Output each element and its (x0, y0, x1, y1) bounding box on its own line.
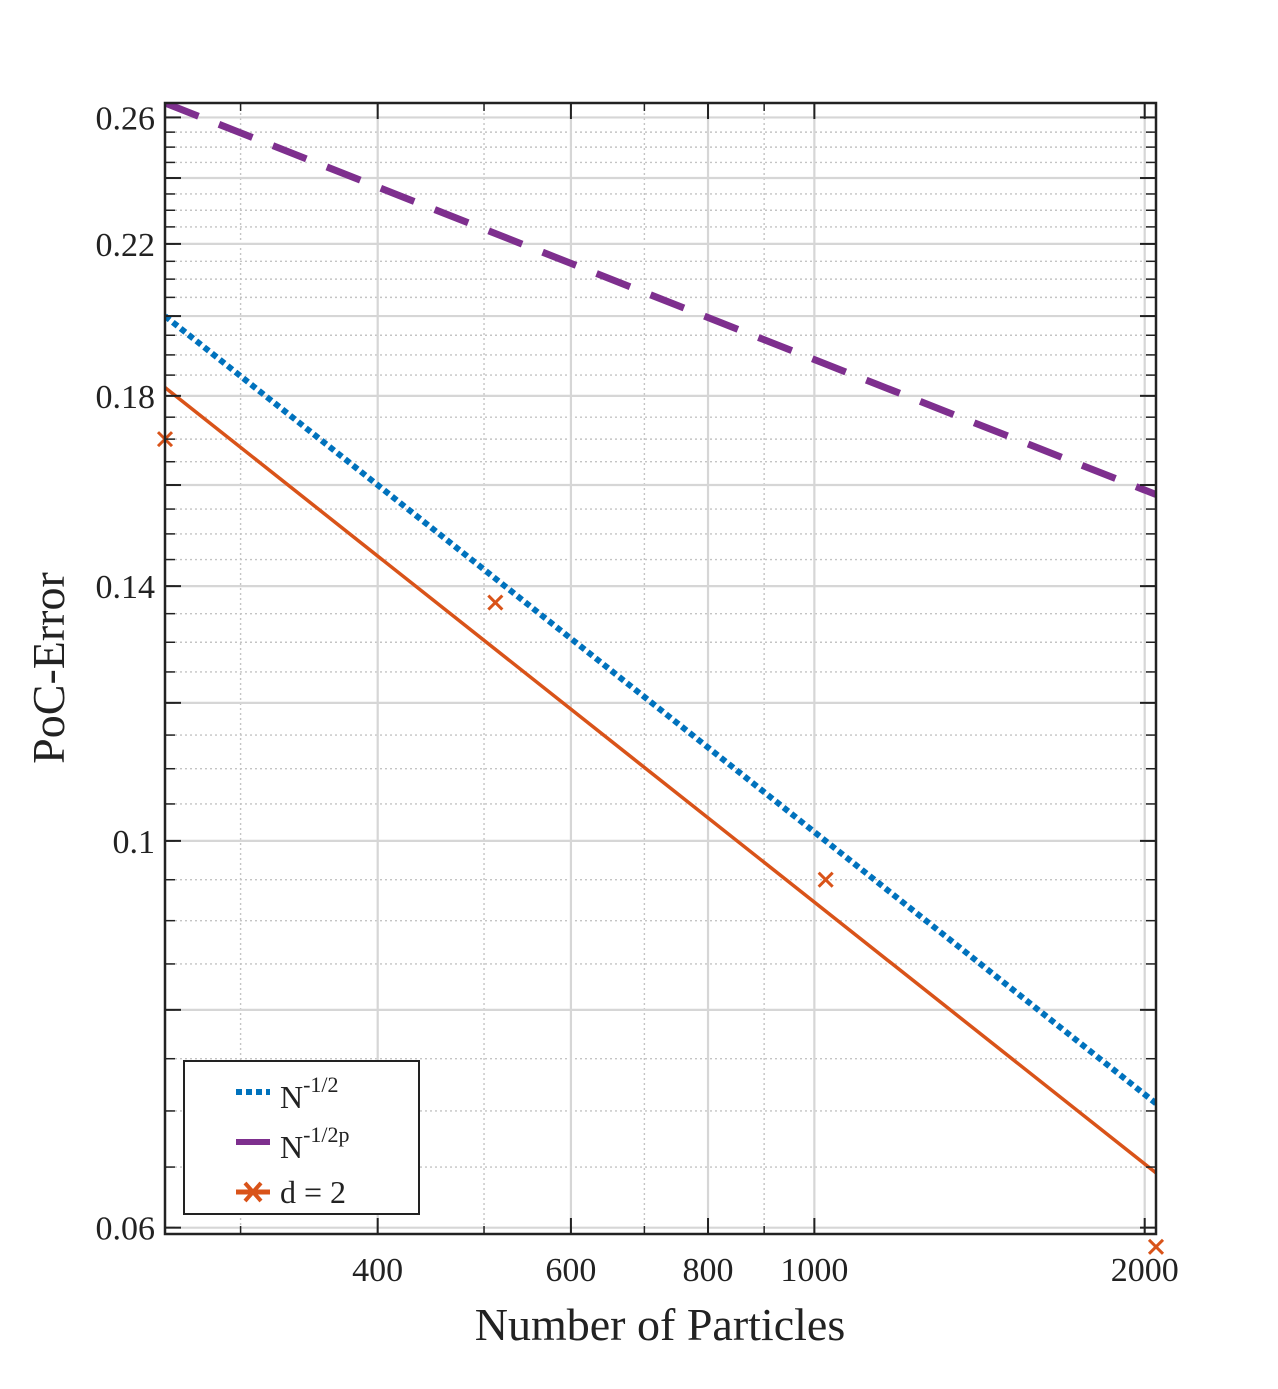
y-tick-label: 0.22 (96, 227, 156, 264)
y-tick-labels: 0.06 0.1 0.14 0.18 0.22 0.26 (96, 100, 156, 1247)
legend-base-n-half: N (280, 1079, 303, 1115)
series-d2-marker (1147, 1238, 1165, 1255)
legend-entry-d2: d = 2 (280, 1174, 346, 1210)
x-tick-label: 1000 (780, 1252, 848, 1289)
legend-sup-n-half: -1/2 (303, 1072, 338, 1097)
series-n-half-line (165, 313, 1156, 1106)
x-tick-labels: 400 600 800 1000 2000 (352, 1252, 1179, 1289)
series-d2-marker (487, 594, 504, 611)
series-d2-fit-line (165, 386, 1156, 1175)
x-tick-label: 400 (352, 1252, 403, 1289)
legend-entry-n-half: N-1/2 (280, 1072, 339, 1115)
legend: N-1/2 N-1/2p d = 2 (183, 1060, 420, 1215)
axis-ticks (165, 103, 1156, 1234)
legend-box (183, 1060, 420, 1215)
major-grid (165, 103, 1156, 1234)
y-tick-label: 0.26 (96, 100, 156, 137)
x-tick-label: 2000 (1111, 1252, 1179, 1289)
x-axis-title: Number of Particles (475, 1299, 845, 1350)
plot-background (165, 103, 1156, 1234)
x-tick-label: 600 (545, 1252, 596, 1289)
series-n-half-p-line (165, 103, 1156, 498)
series-layer (165, 103, 1156, 1175)
legend-sup-n-half-p: -1/2p (303, 1122, 349, 1147)
series-d2-marker (817, 871, 834, 888)
x-tick-label: 800 (683, 1252, 734, 1289)
legend-swatch-d2-marker (243, 1181, 263, 1203)
legend-base-n-half-p: N (280, 1129, 303, 1165)
y-tick-label: 0.18 (96, 379, 156, 416)
y-tick-label: 0.14 (96, 569, 156, 606)
plot-frame (163, 101, 1158, 1236)
legend-entry-n-half-p: N-1/2p (280, 1122, 350, 1165)
y-axis-title: PoC-Error (23, 572, 74, 764)
y-tick-label: 0.1 (113, 824, 156, 861)
y-tick-label: 0.06 (96, 1211, 156, 1248)
